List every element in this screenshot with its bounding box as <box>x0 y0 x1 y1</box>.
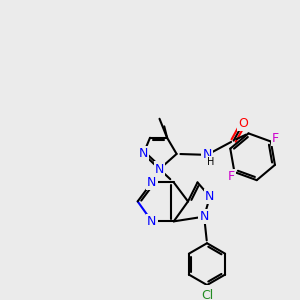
Text: F: F <box>272 132 279 145</box>
Text: N: N <box>155 163 164 176</box>
Text: O: O <box>238 117 248 130</box>
Text: N: N <box>139 147 148 161</box>
Text: N: N <box>147 215 157 228</box>
Text: H: H <box>207 157 214 166</box>
Text: N: N <box>205 190 214 203</box>
Text: N: N <box>147 176 157 189</box>
Text: N: N <box>202 148 212 161</box>
Text: N: N <box>200 210 209 223</box>
Text: F: F <box>228 170 235 183</box>
Text: Cl: Cl <box>201 289 213 300</box>
